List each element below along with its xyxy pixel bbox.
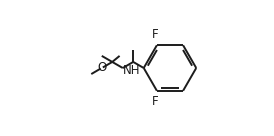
Text: F: F: [152, 95, 159, 108]
Text: O: O: [97, 61, 106, 75]
Text: NH: NH: [123, 64, 140, 77]
Text: F: F: [152, 28, 159, 41]
